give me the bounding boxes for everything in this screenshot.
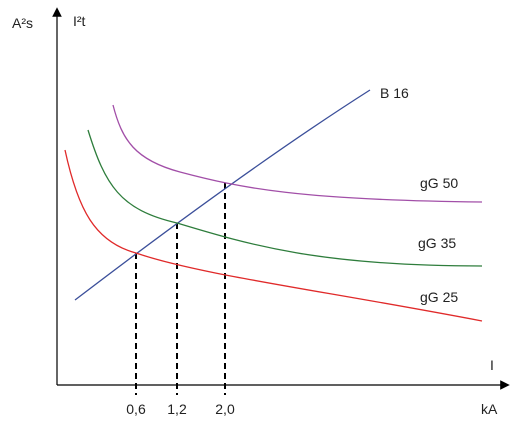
- y-unit: A²s: [12, 15, 33, 31]
- curve-label: B 16: [380, 85, 409, 101]
- curve-label: gG 50: [420, 175, 458, 191]
- curve-gg50: [112, 104, 483, 203]
- tick-label: 0,6: [126, 401, 146, 417]
- curve-gg25: [64, 149, 483, 322]
- y-label: I²t: [73, 13, 86, 29]
- tick-label: 1,2: [167, 401, 187, 417]
- x-label: I: [490, 357, 494, 373]
- x-unit: kA: [481, 401, 498, 417]
- curve-label: gG 35: [418, 235, 456, 251]
- tick-label: 2,0: [215, 401, 235, 417]
- curve-gg35: [87, 129, 483, 267]
- curve-b16: [74, 89, 371, 301]
- curve-label: gG 25: [420, 289, 458, 305]
